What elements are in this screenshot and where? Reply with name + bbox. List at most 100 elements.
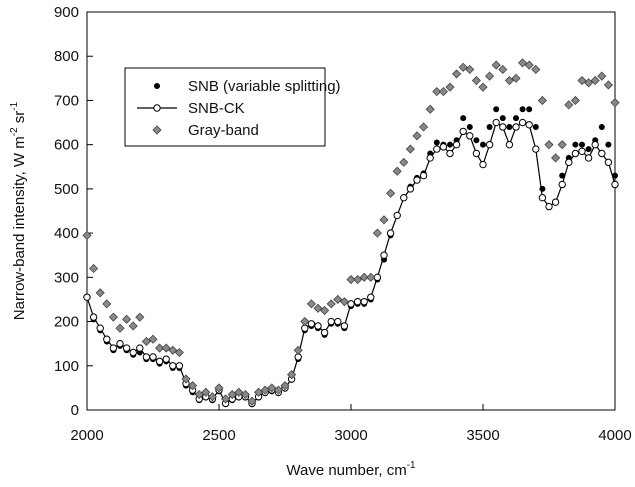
point — [584, 78, 594, 88]
point — [95, 288, 105, 298]
legend-marker — [154, 83, 160, 89]
point — [452, 69, 462, 79]
point — [207, 392, 217, 402]
point — [433, 139, 440, 146]
point — [504, 75, 514, 86]
point — [559, 172, 566, 179]
point — [273, 385, 283, 395]
point — [320, 305, 330, 316]
point — [353, 297, 362, 306]
point — [201, 387, 211, 397]
point — [460, 115, 467, 122]
point — [465, 64, 475, 75]
point — [590, 75, 600, 86]
point — [155, 357, 164, 366]
x-label-sup: -1 — [407, 460, 416, 471]
point — [254, 387, 264, 397]
x-tick-label: 3000 — [334, 427, 367, 444]
y-label-sup: -1 — [9, 101, 20, 110]
point — [531, 64, 541, 75]
point — [519, 106, 526, 113]
point — [551, 153, 561, 163]
point — [386, 229, 395, 237]
point — [96, 324, 104, 332]
point — [598, 123, 605, 130]
point — [491, 60, 501, 70]
point — [486, 123, 493, 130]
point — [412, 131, 422, 141]
point — [585, 146, 592, 153]
point — [538, 194, 547, 202]
point — [572, 141, 579, 148]
point — [597, 71, 607, 81]
point — [473, 137, 480, 144]
point — [558, 180, 566, 189]
point — [267, 383, 277, 393]
point — [512, 123, 520, 131]
point — [128, 321, 138, 331]
point — [306, 299, 316, 309]
point — [366, 272, 376, 282]
point — [314, 322, 322, 330]
point — [565, 158, 573, 167]
point — [122, 314, 132, 324]
point — [526, 106, 533, 113]
point — [122, 344, 131, 352]
point — [518, 58, 528, 68]
point — [174, 347, 184, 358]
point — [499, 123, 507, 131]
point — [405, 144, 415, 154]
point — [505, 140, 514, 149]
y-label-sup: -2 — [9, 127, 20, 136]
x-tick-label: 4000 — [598, 427, 631, 444]
point — [155, 343, 165, 353]
point — [188, 381, 198, 391]
point — [499, 115, 506, 122]
point — [425, 104, 435, 114]
y-tick-label: 300 — [54, 269, 79, 286]
point — [493, 106, 500, 113]
y-label-part: Narrow-band intensity, W m — [11, 136, 28, 320]
point — [287, 370, 297, 380]
point — [400, 194, 408, 202]
point — [506, 123, 513, 130]
point — [346, 274, 356, 285]
point — [478, 82, 488, 92]
point — [181, 374, 191, 384]
y-tick-label: 0 — [71, 402, 79, 419]
legend-label: Gray-band — [188, 122, 259, 139]
point — [604, 158, 613, 167]
point — [433, 145, 441, 153]
point — [518, 118, 527, 127]
point — [511, 73, 521, 83]
point — [392, 166, 402, 176]
point — [513, 115, 519, 122]
legend-marker — [152, 125, 162, 135]
point — [571, 149, 580, 158]
point — [379, 215, 389, 225]
point — [525, 121, 533, 129]
legend-marker — [153, 104, 161, 112]
point — [471, 75, 481, 86]
point — [293, 345, 303, 355]
point — [169, 362, 177, 370]
point — [584, 154, 593, 162]
point — [214, 383, 224, 393]
y-axis-label: Narrow-band intensity, W m-2 sr-1 — [9, 101, 28, 320]
y-tick-label: 700 — [54, 92, 79, 109]
point — [459, 127, 467, 136]
point — [570, 95, 580, 106]
point — [386, 188, 396, 198]
point — [445, 82, 455, 92]
point — [89, 263, 99, 274]
point — [564, 100, 574, 110]
point — [610, 98, 620, 108]
point — [452, 140, 461, 149]
point — [347, 300, 355, 308]
point — [446, 149, 454, 158]
point — [359, 272, 369, 282]
point — [537, 95, 547, 106]
point — [334, 317, 342, 326]
point — [109, 344, 118, 352]
